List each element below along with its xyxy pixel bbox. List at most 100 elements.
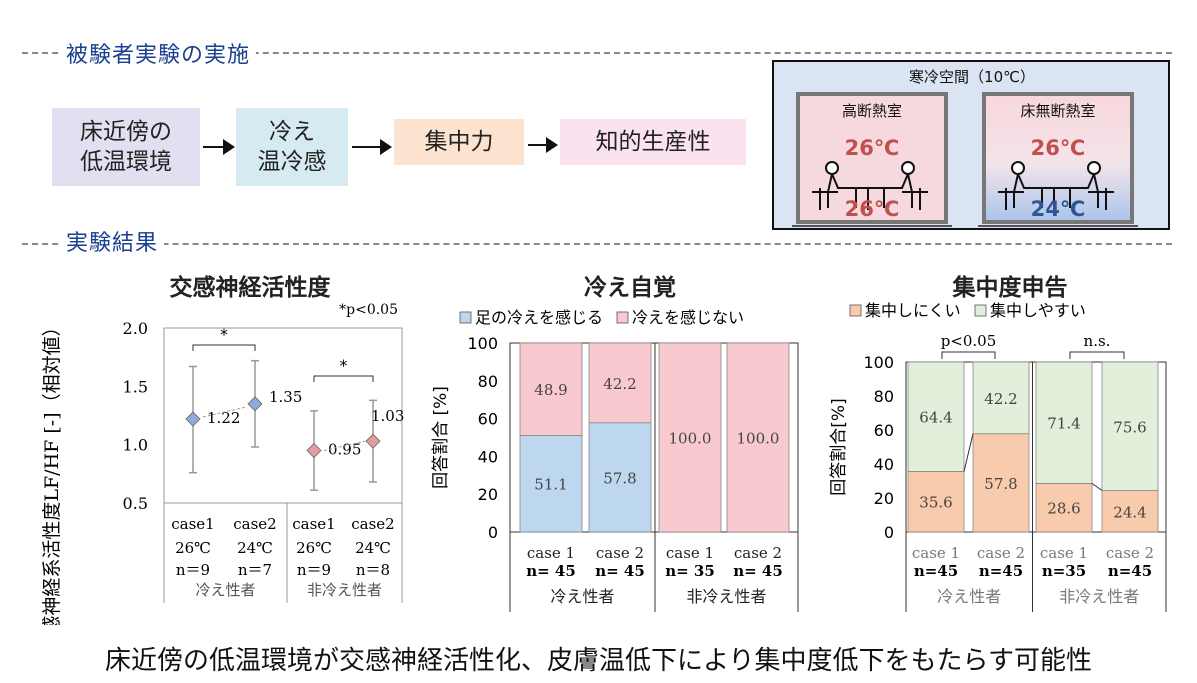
chart1-ylabel: 交感神経系活性度LF/HF [-]（相対値） <box>41 317 63 625</box>
chart3-connector <box>1091 482 1103 491</box>
chart2-bar-segment <box>726 342 790 533</box>
chart1-xtick-case: case2 <box>233 515 276 533</box>
chart3-data-label: 71.4 <box>1047 415 1080 433</box>
room-a-temp-bottom: 26℃ <box>845 197 900 221</box>
section-title-experiment: 被験者実験の実施 <box>60 37 257 69</box>
chart3-bar-segment <box>1035 361 1093 484</box>
chart3-xtick-case: case 2 <box>1106 544 1154 562</box>
chart2-ytick: 100 <box>467 334 498 353</box>
chart2-title: 冷え自覚 <box>584 275 676 301</box>
room-a-temp-top: 26℃ <box>845 136 900 160</box>
chart2-data-label: 51.1 <box>534 476 567 494</box>
chart3-xtick-n: n=35 <box>1042 562 1086 580</box>
chart2-legend-label: 冷えを感じない <box>632 308 744 327</box>
chart1-ytick: 1.0 <box>123 436 148 455</box>
chart3-significance-label: p<0.05 <box>941 332 997 350</box>
chart2-xtick-n: n= 45 <box>595 562 645 580</box>
chart3-legend-label: 集中しにくい <box>865 301 961 320</box>
chart1-xtick-n: n＝9 <box>297 561 331 579</box>
chart2-legend-swatch <box>616 311 629 324</box>
chart1-significance-bracket <box>313 375 374 382</box>
chart1-ytick: 2.0 <box>123 319 148 338</box>
chart3-ylabel: 回答割合[%] <box>829 398 849 495</box>
chart-concentration: 100 80 60 40 20 0 回答割合[%] 集中しにくい 集中しやすい 35.6 64.4 c… <box>829 301 1167 612</box>
section-divider-top <box>22 52 1172 54</box>
chart2-ytick: 80 <box>478 372 498 391</box>
chart3-bar-segment <box>907 361 965 472</box>
chart1-ytick: 1.5 <box>123 377 148 396</box>
chart2-bar-segment <box>519 342 583 436</box>
chart1-note: *p<0.05 <box>339 302 398 318</box>
chart3-bar-segment <box>1101 361 1159 491</box>
chart3-data-label: 28.6 <box>1047 500 1080 518</box>
chart3-xtick-n: n=45 <box>914 562 958 580</box>
chart1-data-label: 1.35 <box>269 388 302 406</box>
chart3-ytick: 60 <box>874 421 894 440</box>
chart1-group-label: 冷え性者 <box>195 581 255 599</box>
chart3-significance-label: n.s. <box>1084 332 1111 350</box>
chart1-point <box>185 411 201 427</box>
chart3-connector <box>963 433 974 472</box>
chart1-point <box>306 442 322 459</box>
chart1-point <box>365 433 381 449</box>
chart1-significance-bracket <box>192 344 256 351</box>
chart2-bar-segment <box>519 435 583 533</box>
chart1-xtick-case: case1 <box>292 515 335 533</box>
chart2-ylabel: 回答割合 [%] <box>431 386 451 489</box>
chart2-bar-segment <box>588 422 652 533</box>
chart3-bar-segment <box>972 433 1030 533</box>
chart1-ytick: 0.5 <box>123 494 148 513</box>
chart2-data-label: 100.0 <box>737 430 780 448</box>
chart2-data-label: 100.0 <box>669 430 712 448</box>
chart3-xtick-case: case 1 <box>1040 544 1088 562</box>
flow-arrow-2 <box>352 139 392 155</box>
chart3-data-label: 42.2 <box>984 390 1017 408</box>
chart1-significance-mark: * <box>340 356 348 375</box>
chart1-xtick-case: case2 <box>351 515 394 533</box>
chart3-data-label: 64.4 <box>919 409 952 427</box>
chart2-data-label: 57.8 <box>603 469 636 487</box>
chart-sympathetic: 2.0 1.5 1.0 0.5 交感神経系活性度LF/HF [-]（相対値） *p<0.0… <box>41 302 404 625</box>
chart1-data-label: 1.03 <box>371 407 404 425</box>
chart2-xtick-n: n= 45 <box>733 562 783 580</box>
chart3-ytick: 0 <box>884 523 894 542</box>
diagram-title: 寒冷空間（10℃） <box>909 68 1035 86</box>
chart3-xtick-case: case 2 <box>977 544 1025 562</box>
chart1-xtick-temp: 26℃ <box>296 539 332 557</box>
chart1-data-label: 0.95 <box>328 441 361 459</box>
chart2-xtick-case: case 1 <box>666 544 714 562</box>
chart2-xtick-case: case 2 <box>734 544 782 562</box>
chart1-data-label: 1.22 <box>207 409 240 427</box>
chart2-data-label: 42.2 <box>603 375 636 393</box>
chart3-ytick: 40 <box>874 455 894 474</box>
chart2-xtick-n: n= 45 <box>526 562 576 580</box>
chart3-group-label: 非冷え性者 <box>1059 587 1139 606</box>
chart3-significance-bracket <box>941 351 996 359</box>
room-diagram: 寒冷空間（10℃） 高断熱室 26℃ 26℃ 床無断熱室 26℃ 24℃ <box>772 60 1170 230</box>
chart2-group-label: 非冷え性者 <box>686 587 766 606</box>
room-b-label: 床無断熱室 <box>1020 102 1095 120</box>
chart1-significance-mark: * <box>220 325 228 344</box>
chart2-legend-label: 足の冷えを感じる <box>475 308 603 327</box>
conclusion-text: 床近傍の低温環境が交感神経活性化、皮膚温低下により集中度低下をもたらす可能性 <box>105 646 1092 676</box>
chart2-xtick-n: n= 35 <box>665 562 715 580</box>
chart2-bar-segment <box>588 342 652 424</box>
chart3-xtick-n: n=45 <box>1108 562 1152 580</box>
flow-step-low-temp: 床近傍の 低温環境 <box>52 108 200 186</box>
chart3-ytick: 100 <box>863 353 894 372</box>
chart1-point <box>247 396 263 412</box>
chart3-xtick-n: n=45 <box>979 562 1023 580</box>
chart3-bar-segment <box>972 361 1030 435</box>
chart2-ytick: 20 <box>478 485 498 504</box>
chart3-xtick-case: case 1 <box>912 544 960 562</box>
chart3-data-label: 75.6 <box>1113 418 1146 436</box>
chart3-ytick: 80 <box>874 387 894 406</box>
chart2-xtick-case: case 1 <box>527 544 575 562</box>
chart1-connector <box>323 440 366 451</box>
chart3-data-label: 57.8 <box>984 475 1017 493</box>
chart3-data-label: 24.4 <box>1113 503 1146 521</box>
section-title-results: 実験結果 <box>60 225 165 257</box>
chart1-xtick-case: case1 <box>171 515 214 533</box>
chart2-legend-swatch <box>459 311 472 324</box>
chart2-bar-segment <box>658 342 722 533</box>
